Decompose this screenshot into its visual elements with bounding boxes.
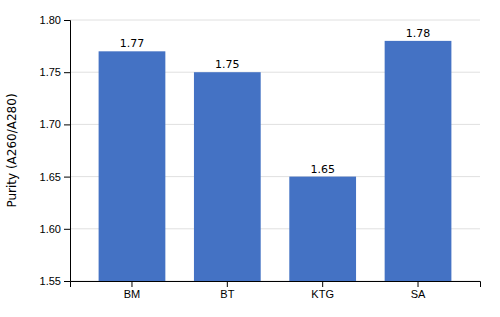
y-tick: 1.60 <box>40 223 70 235</box>
plot: 1.771.751.651.78BMBTKTGSA1.551.601.651.7… <box>40 14 481 317</box>
y-tick: 1.65 <box>40 171 70 183</box>
x-tick: BM <box>124 281 141 300</box>
x-tick-mark <box>418 281 419 287</box>
bars <box>99 41 452 281</box>
y-tick: 1.70 <box>40 118 70 130</box>
x-tick-mark <box>227 281 228 287</box>
x-tick-label: BT <box>220 288 234 300</box>
y-tick-label: 1.60 <box>40 223 61 235</box>
y-tick-mark <box>64 72 70 73</box>
x-axis: BM BT KTG SA <box>71 281 481 300</box>
x-tick: BT <box>220 281 234 300</box>
x-tick-label: SA <box>411 288 426 300</box>
y-tick: 1.55 <box>40 275 70 287</box>
bar <box>385 41 452 281</box>
data-labels: 1.77 1.75 1.65 1.78 <box>120 27 431 176</box>
y-tick-label: 1.65 <box>40 171 61 183</box>
x-axis-line <box>71 282 481 288</box>
y-tick-mark <box>64 229 70 230</box>
y-tick-label: 1.55 <box>40 275 61 287</box>
y-tick: 1.80 <box>40 14 70 26</box>
bar <box>289 177 356 281</box>
x-tick-label: BM <box>124 288 141 300</box>
chart: 1.771.751.651.78BMBTKTGSA1.551.601.651.7… <box>0 0 500 317</box>
data-label: 1.77 <box>120 37 145 50</box>
y-tick: 1.75 <box>40 66 70 78</box>
bar <box>194 72 261 281</box>
y-axis: 1.55 1.60 1.65 1.70 1.75 1.80 <box>40 14 71 287</box>
y-tick-mark <box>64 281 70 282</box>
y-tick-label: 1.70 <box>40 118 61 130</box>
x-tick-label: KTG <box>311 288 334 300</box>
x-tick: KTG <box>311 281 334 300</box>
data-label: 1.78 <box>406 27 431 40</box>
x-tick: SA <box>411 281 426 300</box>
y-tick-mark <box>64 177 70 178</box>
grid-line <box>70 20 480 21</box>
y-tick-label: 1.80 <box>40 14 61 26</box>
y-axis-line <box>64 21 71 282</box>
y-tick-mark <box>64 20 70 21</box>
data-label: 1.75 <box>215 58 240 71</box>
data-label: 1.65 <box>310 163 335 176</box>
x-tick-mark <box>322 281 323 287</box>
y-tick-label: 1.75 <box>40 66 61 78</box>
x-tick-mark <box>131 281 132 287</box>
y-tick-mark <box>64 124 70 125</box>
bar <box>99 51 166 281</box>
y-axis-title: Purity (A260/A280) <box>5 93 19 207</box>
